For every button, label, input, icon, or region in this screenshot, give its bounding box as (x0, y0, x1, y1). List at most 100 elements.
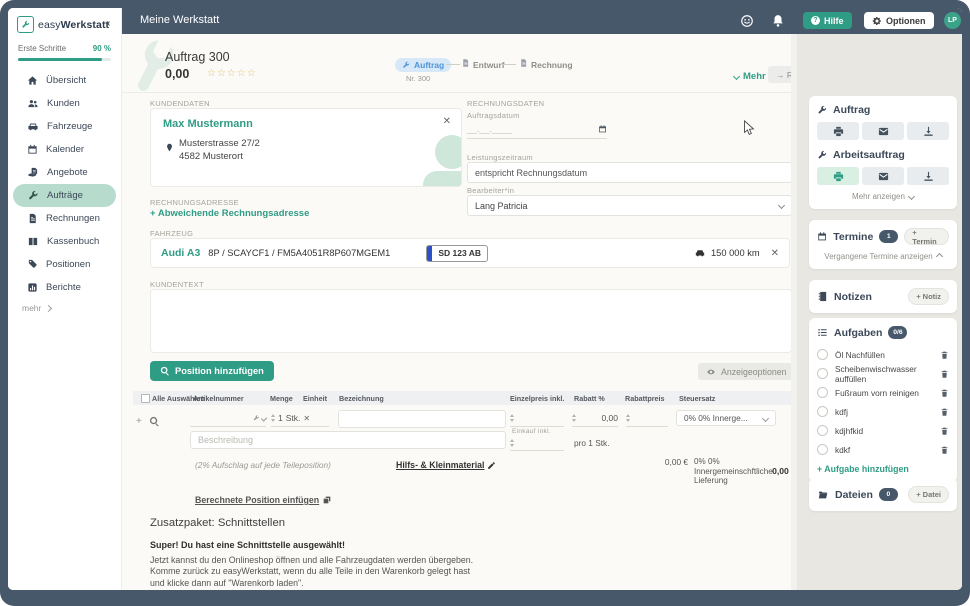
fahrzeug-label: FAHRZEUG (150, 229, 194, 238)
step-entwurf[interactable]: Entwurf (473, 60, 505, 70)
step-rechnung[interactable]: Rechnung (531, 60, 573, 70)
task-checkbox[interactable] (817, 444, 828, 455)
steuersatz-select[interactable]: 0% 0% Innerge... (676, 410, 776, 426)
vertical-scrollbar[interactable] (791, 34, 797, 590)
notizen-card: Notizen + Notiz (809, 280, 957, 313)
kleinmaterial-link[interactable]: Hilfs- & Kleinmaterial (396, 460, 496, 470)
sidebar-more[interactable]: mehr (22, 303, 53, 313)
sidebar-item-positionen[interactable]: Positionen (13, 253, 116, 276)
sidebar-item-kunden[interactable]: Kunden (13, 92, 116, 115)
task-checkbox[interactable] (817, 425, 828, 436)
wrench-icon[interactable] (253, 414, 259, 422)
add-notiz-button[interactable]: + Notiz (908, 288, 949, 305)
artikelnummer-input[interactable] (190, 413, 250, 423)
bezeichnung-input[interactable] (346, 414, 498, 424)
task-checkbox[interactable] (817, 368, 828, 379)
calendar-icon (28, 144, 37, 154)
calendar-icon[interactable] (598, 124, 607, 134)
search-icon[interactable] (149, 416, 160, 427)
customer-street: Musterstrasse 27/2 (179, 138, 260, 149)
display-options-button[interactable]: Anzeigeoptionen (698, 363, 795, 380)
col-bezeichnung: Bezeichnung (339, 394, 384, 403)
select-all-checkbox[interactable] (141, 394, 150, 403)
beschreibung-input[interactable] (198, 435, 498, 445)
einzelpreis-input[interactable] (517, 413, 564, 423)
addon-title: Zusatzpaket: Schnittstellen (150, 517, 286, 529)
task-row: kdfj (817, 402, 949, 421)
sidebar-item-rechnungen[interactable]: Rechnungen (13, 207, 116, 230)
show-more-documents-link[interactable]: Mehr anzeigen (817, 192, 949, 201)
customer-name-link[interactable]: Max Mustermann (163, 118, 253, 130)
download-auftrag-button[interactable] (907, 122, 949, 140)
kleinmaterial-value: 0,00 € (664, 457, 688, 467)
leistungszeitraum-field (467, 162, 792, 183)
auftragsdatum-input[interactable] (467, 124, 595, 134)
print-auftrag-button[interactable] (817, 122, 859, 140)
kundentext-label: KUNDENTEXT (150, 280, 204, 289)
trash-icon[interactable] (940, 388, 949, 398)
remove-unit-icon[interactable]: ✕ (303, 413, 311, 423)
sidebar-item-kalender[interactable]: Kalender (13, 138, 116, 161)
mail-arbeitsauftrag-button[interactable] (862, 167, 904, 185)
sidebar-item-fahrzeuge[interactable]: Fahrzeuge (13, 115, 116, 138)
leistungszeitraum-input[interactable] (475, 167, 784, 178)
remove-vehicle-icon[interactable]: ✕ (770, 247, 779, 259)
einkauf-input[interactable] (517, 438, 564, 448)
add-billing-address-link[interactable]: + Abweichende Rechnungsadresse (150, 208, 310, 219)
price-stepper[interactable] (510, 414, 514, 422)
leistungszeitraum-label: Leistungszeitraum (467, 153, 533, 162)
bearbeiter-select[interactable]: Lang Patricia (467, 195, 792, 216)
einheit-value[interactable]: Stk. (285, 413, 301, 423)
print-arbeitsauftrag-button[interactable] (817, 167, 859, 185)
rabatt-stepper[interactable] (572, 414, 576, 422)
rabattpreis-input[interactable] (633, 413, 668, 423)
insert-calculated-position-link[interactable]: Berechnete Position einfügen (195, 495, 331, 505)
sidebar-item-berichte[interactable]: Berichte (13, 276, 116, 299)
add-position-button[interactable]: Position hinzufügen (150, 361, 274, 381)
task-checkbox[interactable] (817, 406, 828, 417)
help-button[interactable]: ? Hilfe (803, 12, 852, 29)
menge-value[interactable]: 1 (278, 413, 283, 423)
task-checkbox[interactable] (817, 387, 828, 398)
add-termin-button[interactable]: + Termin (904, 228, 949, 246)
trash-icon[interactable] (940, 407, 949, 417)
user-avatar[interactable]: LP (944, 12, 961, 29)
add-datei-button[interactable]: + Datei (908, 486, 949, 503)
add-aufgabe-link[interactable]: + Aufgabe hinzufügen (817, 464, 909, 474)
sidebar-item-auftraege[interactable]: Aufträge (13, 184, 116, 207)
mail-auftrag-button[interactable] (862, 122, 904, 140)
sidebar-item-uebersicht[interactable]: Übersicht (13, 69, 116, 92)
vehicle-model-link[interactable]: Audi A3 (161, 247, 201, 259)
notifications-bell-icon[interactable] (771, 14, 785, 33)
sidebar-item-angebote[interactable]: Angebote (13, 161, 116, 184)
trash-icon[interactable] (940, 369, 949, 379)
einkauf-field (510, 436, 564, 451)
feedback-smiley-icon[interactable] (740, 14, 754, 33)
trash-icon[interactable] (940, 426, 949, 436)
trash-icon[interactable] (940, 350, 949, 360)
customer-city: 4582 Musterort (179, 151, 243, 162)
progress-bar (18, 58, 111, 61)
step-auftrag[interactable]: Auftrag (395, 58, 452, 72)
envelope-icon (878, 127, 888, 135)
rating-stars[interactable]: ☆☆☆☆☆ (207, 68, 257, 79)
options-button[interactable]: Optionen (864, 12, 934, 29)
positions-table-header (133, 391, 797, 405)
onboarding-progress[interactable]: Erste Schritte 90 % (18, 44, 111, 53)
past-termine-link[interactable]: Vergangene Termine anzeigen (817, 252, 949, 261)
trash-icon[interactable] (940, 445, 949, 455)
rabatt-value[interactable]: 0,00 (601, 413, 618, 423)
kundentext-textarea[interactable] (150, 289, 792, 353)
quantity-stepper[interactable] (271, 414, 275, 422)
download-arbeitsauftrag-button[interactable] (907, 167, 949, 185)
sidebar-item-kassenbuch[interactable]: Kassenbuch (13, 230, 116, 253)
rabattpreis-stepper[interactable] (626, 414, 630, 422)
task-checkbox[interactable] (817, 349, 828, 360)
rechnungsdaten-label: RECHNUNGSDATEN (467, 99, 545, 108)
chevron-down-icon[interactable] (260, 414, 268, 422)
add-row-icon[interactable]: + (136, 416, 142, 427)
header-mehr-dropdown[interactable]: Mehr (732, 71, 766, 82)
einkauf-stepper[interactable] (510, 439, 514, 447)
remove-customer-icon[interactable]: ✕ (442, 116, 451, 127)
sidebar-collapse-icon[interactable]: ‹ (107, 18, 111, 29)
